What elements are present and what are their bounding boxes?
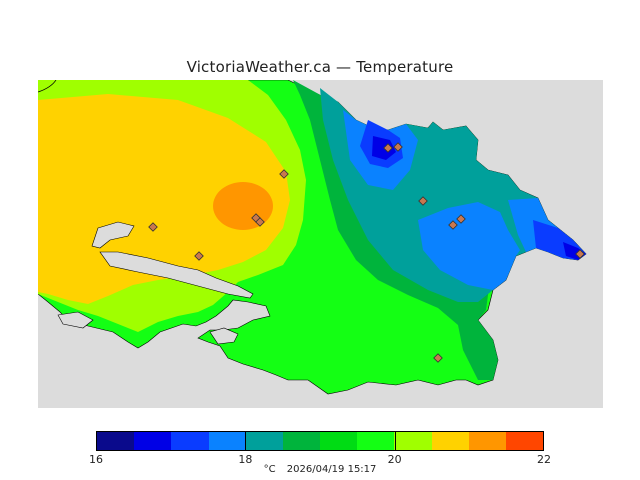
land-region-darkest-blue: [372, 136, 586, 260]
legend-swatch: [320, 432, 358, 450]
legend-caption: °C 2026/04/19 15:17: [0, 464, 640, 475]
station-marker[interactable]: [279, 169, 289, 179]
legend-swatch: [245, 432, 283, 450]
land-region-yellow: [38, 94, 290, 304]
water-inlet: [57, 221, 254, 345]
legend-swatch: [208, 432, 246, 450]
land-region-blue: [343, 110, 586, 290]
station-marker[interactable]: [456, 214, 466, 224]
legend-swatch: [171, 432, 209, 450]
legend-swatch: [505, 432, 544, 450]
legend-swatch: [134, 432, 172, 450]
map-title: VictoriaWeather.ca — Temperature: [186, 58, 454, 76]
legend-swatch: [97, 432, 135, 450]
legend-swatch: [394, 432, 432, 450]
legend-timestamp: 2026/04/19 15:17: [286, 464, 377, 475]
station-marker[interactable]: [418, 196, 428, 206]
legend-swatch: [282, 432, 321, 450]
coastline-topleft: [38, 80, 57, 93]
legend-unit: °C: [263, 464, 276, 475]
map-svg: [38, 80, 603, 408]
legend-swatch: [468, 432, 506, 450]
legend-swatch: [357, 432, 395, 450]
legend-colorbar: [96, 431, 544, 451]
station-marker[interactable]: [433, 353, 443, 363]
station-marker[interactable]: [393, 142, 403, 152]
station-marker[interactable]: [148, 222, 158, 232]
station-marker[interactable]: [575, 249, 585, 259]
map-frame: [38, 80, 603, 408]
station-marker[interactable]: [255, 217, 265, 227]
legend-swatch: [431, 432, 469, 450]
station-marker[interactable]: [383, 143, 393, 153]
station-marker[interactable]: [448, 220, 458, 230]
station-markers: [148, 142, 585, 363]
station-marker[interactable]: [194, 251, 204, 261]
land-region-deep-blue: [360, 120, 586, 260]
